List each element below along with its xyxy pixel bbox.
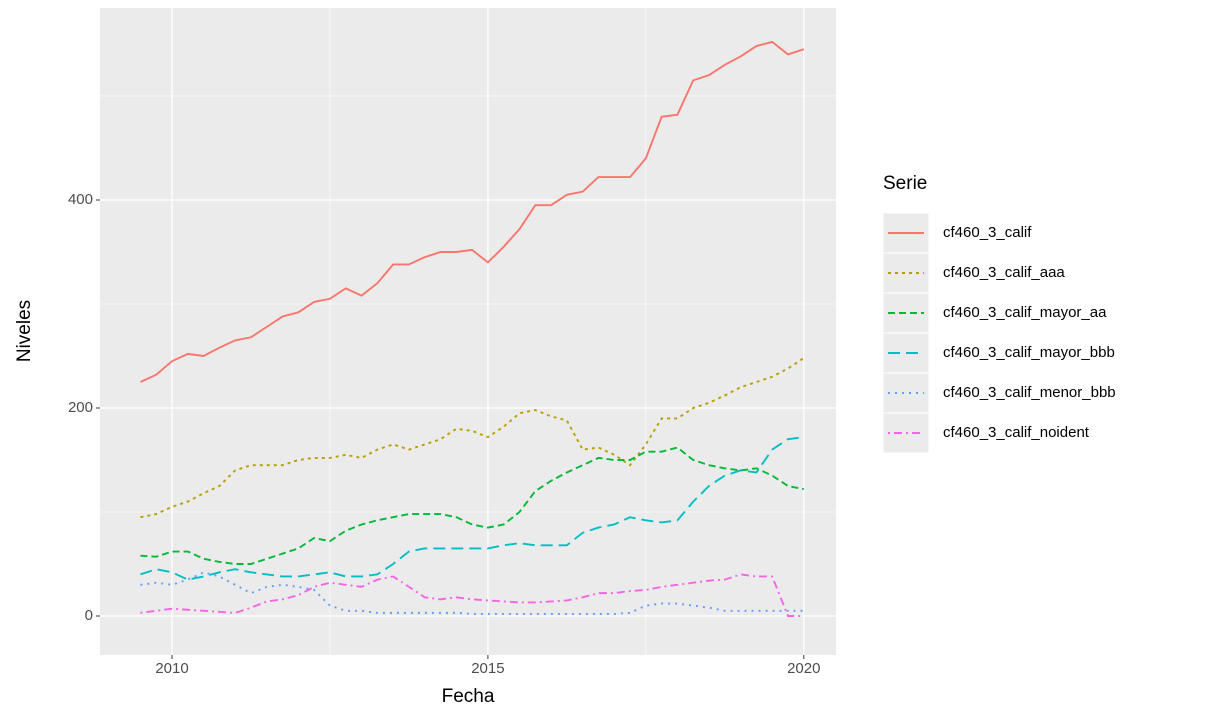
series-line xyxy=(140,573,804,617)
series-line xyxy=(140,436,804,581)
x-tick-label: 2010 xyxy=(155,660,188,677)
panel xyxy=(100,8,836,655)
y-axis-title: Niveles xyxy=(14,300,35,362)
x-tick-label: 2015 xyxy=(471,660,504,677)
y-tick-label: 0 xyxy=(85,607,93,624)
legend-label: cf460_3_calif_mayor_bbb xyxy=(943,344,1115,361)
y-tick-label: 400 xyxy=(68,191,93,208)
legend-label: cf460_3_calif_menor_bbb xyxy=(943,384,1116,401)
x-tick-label: 2020 xyxy=(787,660,820,677)
legend-label: cf460_3_calif_mayor_aa xyxy=(943,304,1107,321)
series-line xyxy=(140,40,805,383)
legend-label: cf460_3_calif xyxy=(943,224,1032,241)
legend-title: Serie xyxy=(883,173,927,194)
legend-label: cf460_3_calif_noident xyxy=(943,424,1090,441)
x-axis-title: Fecha xyxy=(442,686,495,707)
legend-label: cf460_3_calif_aaa xyxy=(943,264,1065,281)
y-tick-label: 200 xyxy=(68,399,93,416)
series-line xyxy=(140,357,805,519)
series-line xyxy=(140,446,804,565)
